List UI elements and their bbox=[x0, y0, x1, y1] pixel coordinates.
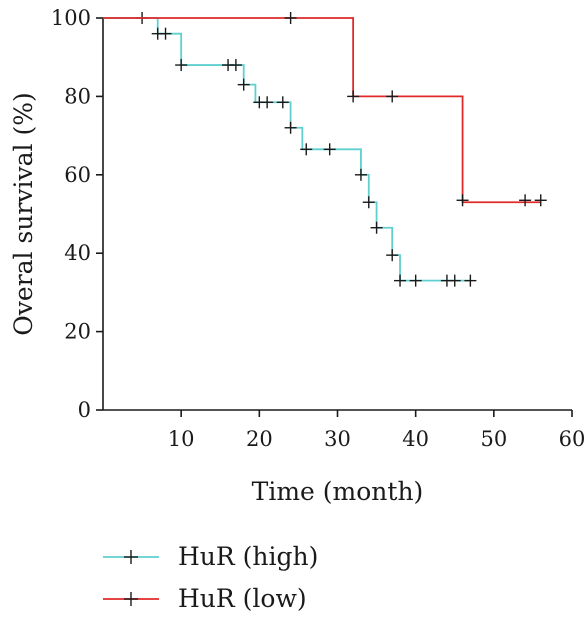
censor-mark bbox=[370, 221, 383, 234]
x-axis-title: Time (month) bbox=[252, 477, 424, 506]
y-tick-label: 80 bbox=[64, 84, 91, 108]
x-tick-label: 40 bbox=[402, 427, 429, 451]
series-layer bbox=[103, 12, 547, 287]
censor-mark bbox=[229, 59, 242, 72]
x-tick-label: 30 bbox=[324, 427, 351, 451]
legend-item: HuR (high) bbox=[103, 542, 318, 571]
y-tick-label: 40 bbox=[64, 241, 91, 265]
x-tick-label: 20 bbox=[246, 427, 273, 451]
censor-mark bbox=[300, 143, 313, 156]
censor-mark bbox=[354, 168, 367, 181]
censor-mark bbox=[276, 96, 289, 109]
censor-mark bbox=[448, 274, 461, 287]
y-tick-label: 20 bbox=[64, 320, 91, 344]
censor-mark bbox=[237, 78, 250, 91]
y-tick-label: 0 bbox=[78, 398, 91, 422]
censor-mark bbox=[159, 27, 172, 40]
tick-labels: 0 20 40 60 80 100 10 20 30 40 50 60 bbox=[51, 6, 585, 451]
censor-mark bbox=[284, 12, 297, 24]
x-tick-label: 60 bbox=[559, 427, 586, 451]
censor-mark bbox=[456, 194, 469, 207]
y-tick-label: 60 bbox=[64, 163, 91, 187]
censor-mark bbox=[464, 274, 477, 287]
series-group bbox=[103, 12, 477, 287]
y-tick-label: 100 bbox=[51, 6, 91, 30]
censor-mark bbox=[386, 90, 399, 103]
y-axis-title: Overal survival (%) bbox=[9, 92, 38, 335]
censor-mark bbox=[409, 274, 422, 287]
censor-mark bbox=[323, 143, 336, 156]
x-tick-label: 50 bbox=[480, 427, 507, 451]
legend-label: HuR (high) bbox=[178, 542, 318, 571]
censor-mark bbox=[519, 194, 532, 207]
legend-label: HuR (low) bbox=[178, 584, 307, 613]
series-line bbox=[103, 17, 541, 204]
censor-mark bbox=[347, 90, 360, 103]
censor-mark bbox=[534, 194, 547, 207]
legend-item: HuR (low) bbox=[103, 584, 307, 613]
series-group bbox=[103, 12, 547, 207]
censor-mark bbox=[362, 196, 375, 209]
censor-mark bbox=[175, 59, 188, 72]
censor-mark bbox=[386, 249, 399, 262]
censor-mark bbox=[261, 96, 274, 109]
legend: HuR (high) HuR (low) bbox=[103, 542, 318, 613]
censor-mark bbox=[284, 121, 297, 134]
series-line bbox=[103, 17, 471, 282]
x-tick-label: 10 bbox=[168, 427, 195, 451]
chart-axes bbox=[96, 17, 573, 417]
censor-mark bbox=[394, 274, 407, 287]
